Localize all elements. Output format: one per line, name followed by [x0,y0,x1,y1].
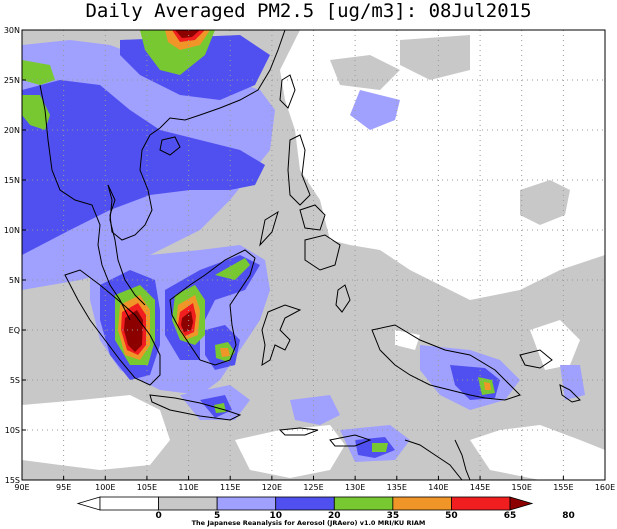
lat-tick-label: 10S [5,426,20,435]
coastline-palawan [259,210,279,247]
legend-level-label: 65 [504,511,517,521]
lat-tick-label: 30N [4,26,20,35]
coastline-flores [278,427,319,436]
lon-tick-label: 95E [56,483,71,492]
legend-swatch [392,496,452,511]
orange-region-new-guinea [484,382,491,390]
coastline-australia [404,439,463,480]
legend-swatch [275,496,335,511]
lat-tick-label: 5N [9,276,20,285]
green-region-flores [372,443,388,452]
coastline-hainan [159,136,181,156]
coastline-taiwan [279,74,296,109]
legend-level-label: 10 [269,511,282,521]
credit-line: The Japanese Reanalysis for Aerosol (JRA… [191,519,426,527]
coastline-solomons [559,384,581,403]
white-region-south [235,425,345,478]
green-region-myanmar [22,95,50,130]
lat-tick-label: 10N [4,226,20,235]
color-legend: 0 5 10 20 35 50 65 80 [76,496,575,521]
lon-tick-label: 140E [428,483,448,492]
lon-tick-label: 135E [387,483,407,492]
legend-swatch [216,496,277,511]
lightblue-region-sulawesi [290,395,340,425]
lon-tick-label: 150E [512,483,532,492]
white-region-southeast [470,425,605,480]
coastline-new-britain [519,349,553,369]
coastline-malay-peninsula [107,184,146,306]
lon-tick-label: 110E [178,483,198,492]
latitude-tick-labels: 30N 25N 20N 15N 10N 5N EQ 5S 10S 15S [4,26,26,485]
lat-tick-label: EQ [9,326,20,335]
lon-tick-label: 160E [595,483,615,492]
pm25-field [22,30,605,480]
legend-arrow-high [509,496,534,511]
coastline-china [149,30,286,136]
lon-tick-label: 125E [303,483,323,492]
coastline-visayas [299,204,326,231]
coastline-luzon [287,134,311,206]
coastline-java [149,394,242,421]
lon-tick-label: 100E [95,483,115,492]
coastline-sumatra [64,269,161,386]
coastline-sulawesi [261,304,302,366]
lon-tick-label: 155E [553,483,573,492]
legend-swatch [333,496,394,511]
lon-tick-label: 115E [220,483,240,492]
map-gridlines [22,30,605,480]
legend-level-label: 50 [445,511,458,521]
green-region-java [214,403,226,413]
coastline-new-guinea [371,324,521,401]
darkred-region-south-china [175,30,200,38]
white-region-timor [395,330,420,350]
lat-tick-label: 15N [4,176,20,185]
coastline-myanmar-thailand [39,84,131,321]
gray-patch-east-ocean [520,180,570,225]
lightblue-region-philippine-sea [350,90,400,130]
green-region-sabah [215,258,250,280]
map-title: Daily Averaged PM2.5 [ug/m3]: 08Jul2015 [85,0,532,22]
lat-tick-label: 5S [10,376,20,385]
blue-region-indochina [22,80,265,255]
legend-level-label: 20 [328,511,341,521]
coastline-timor [329,434,372,447]
legend-swatch [158,496,218,511]
coastline-halmahera [335,284,351,313]
lon-tick-label: 145E [470,483,490,492]
longitude-tick-labels: 90E 95E 100E 105E 110E 115E 120E 125E 130E 135E 14… [14,476,615,492]
coastline-mindanao [304,234,341,271]
green-region-north-border [22,60,55,85]
legend-level-label: 0 [155,511,161,521]
legend-arrow-low [76,496,101,511]
lightblue-region-far-east [560,365,585,400]
coastlines [39,30,581,480]
legend-swatch [451,496,511,511]
lon-tick-label: 130E [345,483,365,492]
white-region-southwest [22,395,170,470]
gray-patch-north-ocean [330,55,400,90]
legend-level-label: 80 [562,511,575,521]
coastline-borneo [169,249,256,366]
darkred-region-borneo [181,311,193,332]
legend-level-label: 5 [214,511,220,521]
lon-tick-label: 120E [262,483,282,492]
legend-swatch [99,496,159,511]
legend-level-label: 35 [387,511,400,521]
white-region-east-small [530,320,580,370]
coastline-cape-york [454,439,471,480]
gray-patch-northeast [400,35,470,80]
lat-tick-label: 20N [4,126,20,135]
lat-tick-label: 15S [5,476,20,485]
lat-tick-label: 25N [4,76,20,85]
darkred-region-sumatra [124,310,143,352]
lon-tick-label: 105E [137,483,157,492]
lon-tick-label: 90E [14,483,29,492]
orange-region-borneo-south [220,348,230,357]
